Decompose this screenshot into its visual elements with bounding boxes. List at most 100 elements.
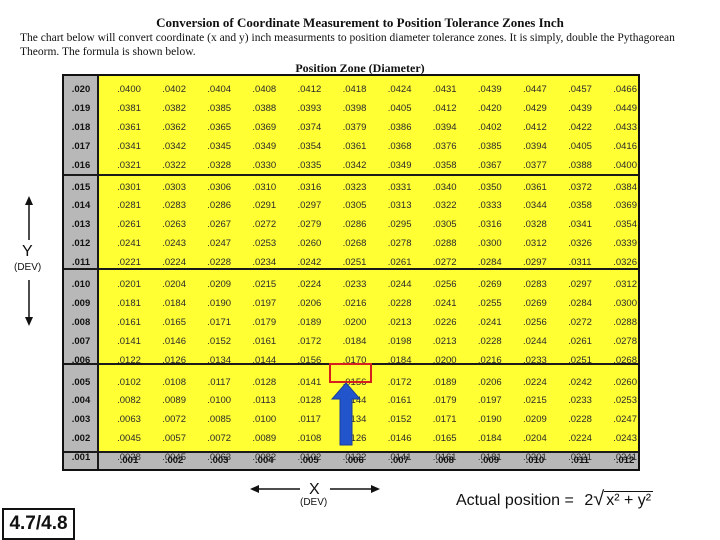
- table-cell: .0449: [613, 102, 637, 114]
- table-cell: .0261: [387, 257, 412, 269]
- table-cell: .0297: [297, 200, 322, 212]
- table-border: [62, 74, 640, 471]
- row-label: .002: [71, 433, 91, 445]
- row-label: .016: [71, 159, 91, 171]
- slide-number: 4.7/4.8: [2, 508, 75, 540]
- table-cell: .0288: [613, 316, 637, 328]
- table-cell: .0433: [613, 121, 637, 133]
- table-cell: .0179: [432, 395, 457, 407]
- table-cell: .0215: [523, 395, 547, 407]
- table-cell: .0322: [432, 200, 457, 212]
- table-cell: .0256: [523, 316, 547, 328]
- table-cell: .0361: [117, 121, 141, 133]
- table-cell: .0393: [297, 102, 322, 114]
- table-cell: .0305: [432, 219, 457, 231]
- table-cell: .0213: [387, 316, 412, 328]
- table-cell: .0234: [252, 257, 277, 269]
- table-cell: .0358: [432, 159, 457, 171]
- table-cell: .0206: [477, 376, 502, 388]
- table-cell: .0028: [117, 452, 141, 464]
- table-cell: .0272: [432, 257, 457, 269]
- table-cell: .0408: [252, 84, 277, 95]
- table-cell: .0311: [568, 257, 592, 269]
- table-cell: .0198: [387, 335, 412, 347]
- table-cell: .0457: [568, 84, 592, 95]
- table-cell: .0404: [207, 84, 232, 95]
- table-cell: .0447: [523, 84, 547, 95]
- table-cell: .0215: [252, 279, 277, 290]
- row-label: .020: [71, 84, 91, 95]
- table-cell: .0200: [342, 316, 367, 328]
- table-cell: .0189: [432, 376, 457, 388]
- table-cell: .0206: [297, 297, 322, 309]
- table-cell: .0179: [252, 316, 277, 328]
- table-cell: .0209: [523, 414, 547, 426]
- row-label: .010: [71, 279, 91, 290]
- table-cell: .0295: [387, 219, 412, 231]
- table-cell: .0152: [387, 414, 412, 426]
- table-cell: .0376: [432, 140, 457, 152]
- sqrt-symbol: √: [593, 488, 605, 510]
- row-label: .004: [71, 395, 91, 407]
- table-cell: .0385: [477, 140, 502, 152]
- page-title: Conversion of Coordinate Measurement to …: [156, 15, 564, 30]
- row-label: .015: [71, 181, 91, 193]
- table-cell: .0388: [252, 102, 277, 114]
- highlighted-cell: [329, 363, 372, 383]
- table-cell: .0297: [568, 279, 592, 290]
- row-label: .007: [71, 335, 91, 347]
- table-cell: .0113: [252, 395, 276, 407]
- table-cell: .0312: [523, 238, 547, 250]
- table-cell: .0072: [162, 414, 186, 426]
- table-cell: .0226: [432, 316, 457, 328]
- table-cell: .0405: [387, 102, 412, 114]
- table-cell: .0082: [117, 395, 141, 407]
- table-cell: .0184: [162, 297, 186, 309]
- table-cell: .0156: [297, 354, 322, 366]
- table-cell: .0412: [432, 102, 457, 114]
- table-cell: .0181: [477, 452, 502, 464]
- table-cell: .0241: [477, 316, 502, 328]
- table-cell: .0335: [297, 159, 322, 171]
- table-cell: .0228: [387, 297, 412, 309]
- table-cell: .0144: [252, 354, 277, 366]
- table-cell: .0126: [342, 433, 367, 445]
- table-cell: .0085: [207, 414, 232, 426]
- table-cell: .0339: [613, 238, 637, 250]
- table-cell: .0146: [387, 433, 412, 445]
- table-cell: .0429: [523, 102, 547, 114]
- table-cell: .0278: [387, 238, 412, 250]
- table-cell: .0241: [117, 238, 141, 250]
- row-label: .001: [71, 452, 91, 464]
- table-cell: .0361: [523, 181, 547, 193]
- table-cell: .0108: [297, 433, 322, 445]
- table-cell: .0161: [117, 316, 141, 328]
- table-cell: .0197: [477, 395, 502, 407]
- table-cell: .0354: [297, 140, 322, 152]
- table-cell: .0233: [342, 279, 367, 290]
- table-cell: .0216: [342, 297, 367, 309]
- table-cell: .0247: [207, 238, 232, 250]
- table-cell: .0402: [162, 84, 186, 95]
- table-cell: .0247: [613, 414, 637, 426]
- table-cell: .0089: [252, 433, 277, 445]
- table-cell: .0045: [162, 452, 186, 464]
- table-cell: .0100: [252, 414, 277, 426]
- table-cell: .0224: [162, 257, 186, 269]
- row-label: .014: [71, 200, 91, 212]
- table-cell: .0344: [523, 200, 547, 212]
- table-cell: .0340: [432, 181, 457, 193]
- table-cell: .0261: [117, 219, 141, 231]
- table-cell: .0362: [162, 121, 186, 133]
- table-cell: .0297: [523, 257, 547, 269]
- y-axis-arrow: [25, 196, 33, 326]
- table-cell: .0291: [252, 200, 277, 212]
- table-cell: .0439: [568, 102, 592, 114]
- table-cell: .0322: [162, 159, 186, 171]
- table-cell: .0284: [568, 297, 592, 309]
- table-cell: .0368: [387, 140, 412, 152]
- table-cell: .0201: [117, 279, 141, 290]
- table-cell: .0288: [432, 238, 457, 250]
- table-cell: .0063: [117, 414, 141, 426]
- column-label: .003: [209, 455, 229, 466]
